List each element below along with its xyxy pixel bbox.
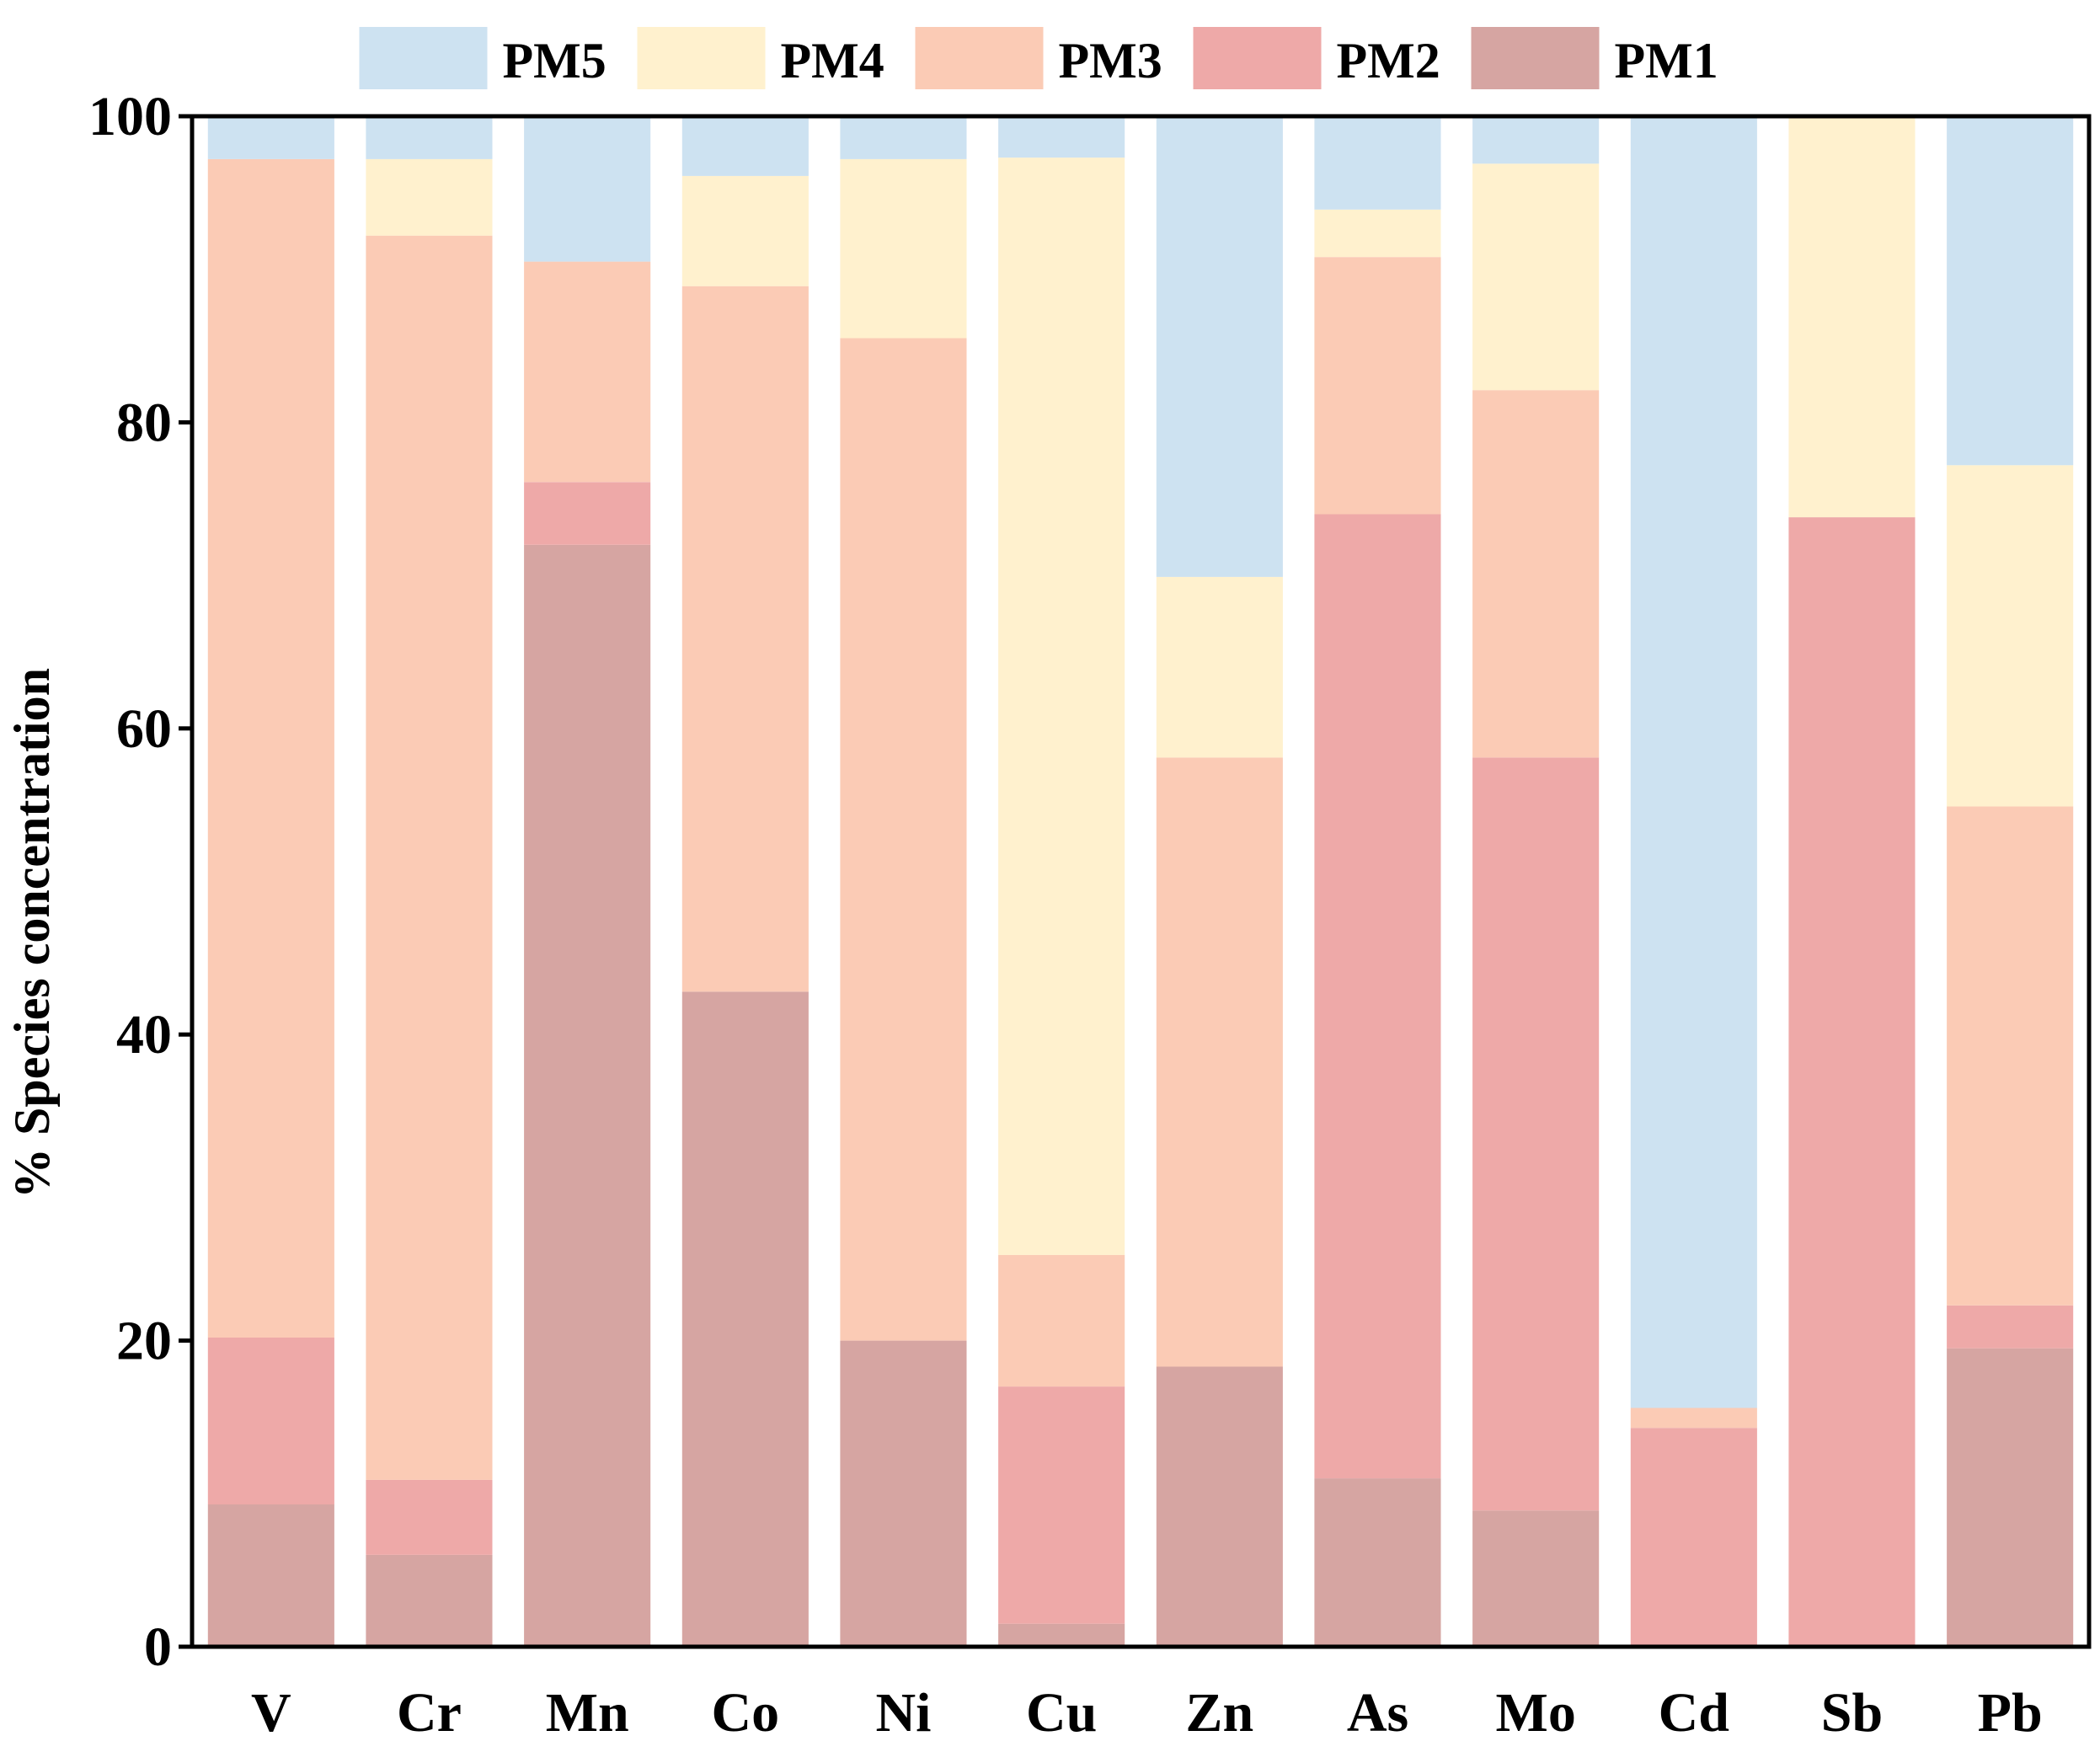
bar-cr-pm4 <box>366 158 493 236</box>
bar-pb-pm3 <box>1947 806 2074 1306</box>
bar-as-pm2 <box>1314 514 1441 1479</box>
bar-cu-pm1 <box>998 1623 1125 1647</box>
bar-co-pm5 <box>681 116 809 176</box>
bar-co-pm3 <box>681 286 809 992</box>
bar-as-pm1 <box>1314 1478 1441 1647</box>
legend-swatch-pm5 <box>359 27 488 89</box>
bar-as-pm4 <box>1314 209 1441 258</box>
bar-mo-pm3 <box>1472 390 1600 758</box>
bar-cr-pm3 <box>366 235 493 1480</box>
bar-mn-pm3 <box>524 261 651 483</box>
bar-v-pm1 <box>207 1504 334 1647</box>
bar-co-pm4 <box>681 175 809 286</box>
bar-mo-pm2 <box>1472 757 1600 1511</box>
bar-cu-pm2 <box>998 1386 1125 1624</box>
bar-sb-pm2 <box>1788 517 1916 1647</box>
bar-ni-pm1 <box>840 1340 967 1647</box>
bar-mo-pm4 <box>1472 163 1600 391</box>
bar-cr-pm1 <box>366 1555 493 1647</box>
legend-label-pm4: PM4 <box>781 33 884 88</box>
y-axis-label: % Species concentration <box>4 668 60 1199</box>
x-tick-label-ni: Ni <box>876 1682 932 1744</box>
x-tick-label-zn: Zn <box>1185 1682 1253 1744</box>
bars-layer <box>207 116 2074 1647</box>
x-tick-label-cd: Cd <box>1659 1682 1729 1744</box>
x-tick-label-co: Co <box>711 1682 779 1744</box>
bar-mn-pm1 <box>524 544 651 1647</box>
legend-label-pm5: PM5 <box>503 33 606 88</box>
bar-as-pm5 <box>1314 116 1441 210</box>
bar-cd-pm5 <box>1630 116 1757 1408</box>
x-tick-label-cr: Cr <box>397 1682 462 1744</box>
legend-label-pm1: PM1 <box>1615 33 1718 88</box>
legend-swatch-pm1 <box>1471 27 1600 89</box>
bar-cd-pm3 <box>1630 1407 1757 1429</box>
x-tick-label-v: V <box>251 1682 291 1744</box>
bar-mn-pm2 <box>524 482 651 545</box>
bar-co-pm1 <box>681 991 809 1647</box>
x-tick-label-as: As <box>1347 1682 1408 1744</box>
bar-ni-pm5 <box>840 116 967 159</box>
bar-mn-pm5 <box>524 116 651 262</box>
y-tick-label-20: 20 <box>116 1311 172 1372</box>
x-tick-label-pb: Pb <box>1978 1682 2043 1744</box>
plot-frame <box>190 114 2092 1649</box>
bar-cu-pm4 <box>998 158 1125 1255</box>
x-tick-label-mo: Mo <box>1496 1682 1576 1744</box>
bar-pb-pm5 <box>1947 116 2074 466</box>
bar-as-pm3 <box>1314 257 1441 515</box>
y-tick-label-60: 60 <box>116 698 172 760</box>
bar-pb-pm2 <box>1947 1305 2074 1349</box>
x-tick-label-cu: Cu <box>1026 1682 1097 1744</box>
legend-swatch-pm3 <box>915 27 1044 89</box>
bar-cd-pm2 <box>1630 1428 1757 1647</box>
bar-cu-pm3 <box>998 1254 1125 1387</box>
x-tick-label-mn: Mn <box>546 1682 629 1744</box>
bar-mo-pm1 <box>1472 1510 1600 1647</box>
bar-zn-pm4 <box>1156 576 1283 758</box>
bar-pb-pm4 <box>1947 465 2074 807</box>
bar-pb-pm1 <box>1947 1348 2074 1647</box>
y-tick-label-40: 40 <box>116 1004 172 1066</box>
bar-sb-pm4 <box>1788 116 1916 518</box>
legend-label-pm2: PM2 <box>1337 33 1440 88</box>
legend: PM5 PM4 PM3 PM2 PM1 <box>359 27 1718 89</box>
bar-v-pm2 <box>207 1338 334 1505</box>
x-tick-label-sb: Sb <box>1821 1682 1883 1744</box>
legend-swatch-pm2 <box>1193 27 1322 89</box>
bar-ni-pm3 <box>840 338 967 1341</box>
bar-zn-pm5 <box>1156 116 1283 577</box>
y-tick-label-80: 80 <box>116 392 172 453</box>
bar-zn-pm3 <box>1156 757 1283 1367</box>
bar-cu-pm5 <box>998 116 1125 158</box>
bar-zn-pm1 <box>1156 1366 1283 1647</box>
bar-cr-pm2 <box>366 1479 493 1555</box>
bar-cr-pm5 <box>366 116 493 159</box>
legend-label-pm3: PM3 <box>1059 33 1162 88</box>
bar-mo-pm5 <box>1472 116 1600 164</box>
bar-ni-pm4 <box>840 158 967 339</box>
y-tick-label-100: 100 <box>88 86 172 147</box>
bar-v-pm3 <box>207 158 334 1338</box>
legend-swatch-pm4 <box>637 27 766 89</box>
bar-v-pm5 <box>207 116 334 159</box>
y-tick-label-0: 0 <box>144 1616 172 1678</box>
axes-layer: V Cr Mn Co Ni Cu Zn As Mo Cd Sb Pb 0 20 40 60 80 100 <box>88 86 2092 1744</box>
